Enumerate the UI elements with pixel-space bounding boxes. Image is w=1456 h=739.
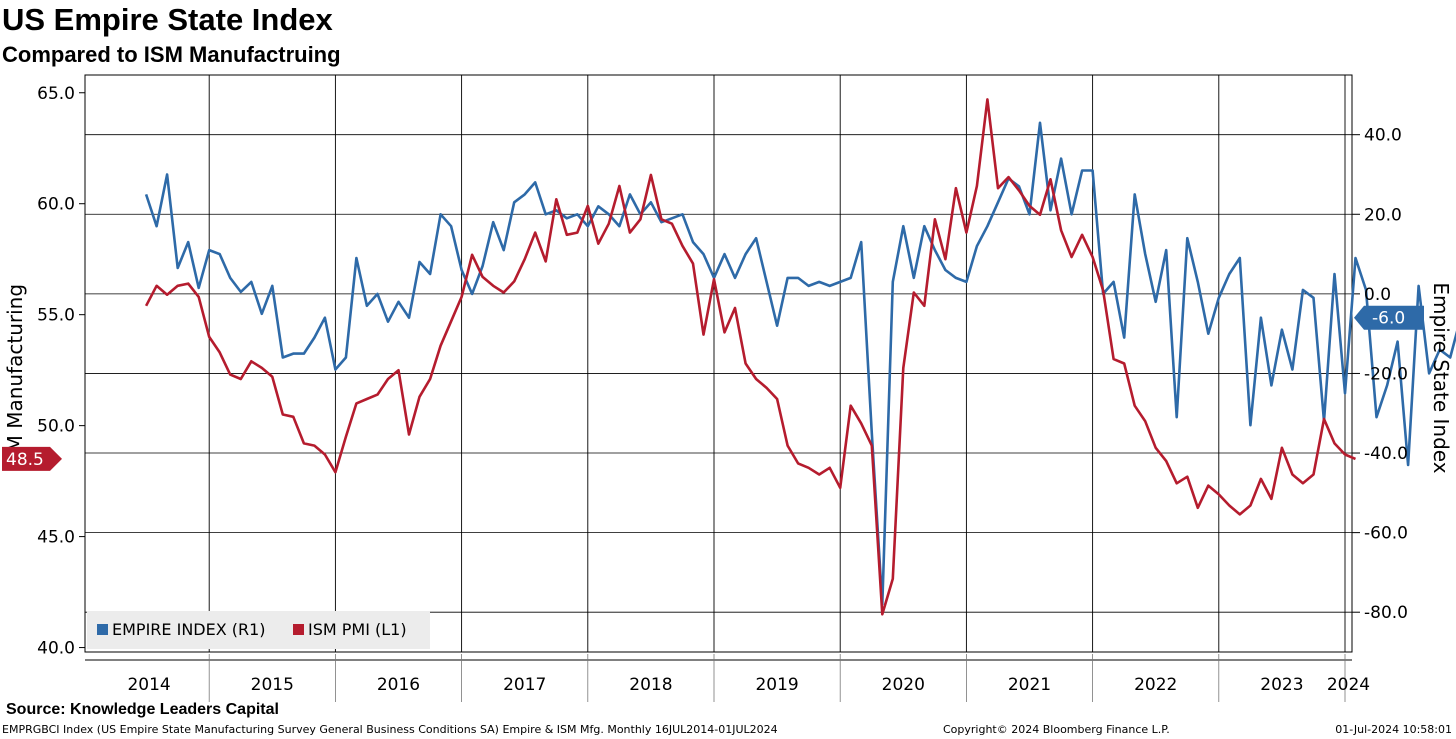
ism-last-value-tag: 48.5 — [2, 446, 62, 471]
legend-swatch-ism — [293, 624, 304, 635]
right-axis-tick-label: -40.0 — [1364, 444, 1408, 464]
right-axis-tick-label: 40.0 — [1364, 126, 1402, 146]
left-axis-tick-label: 60.0 — [37, 195, 75, 215]
x-axis-year-label: 2017 — [503, 675, 546, 695]
x-axis-year-label: 2014 — [127, 675, 170, 695]
legend-box — [87, 611, 430, 649]
chart-subtitle: Compared to ISM Manufactruing — [2, 42, 341, 67]
chart-title: US Empire State Index — [2, 2, 333, 37]
x-axis-year-label: 2021 — [1008, 675, 1051, 695]
timestamp: 01-Jul-2024 10:58:01 — [1335, 723, 1452, 736]
legend-label-empire: EMPIRE INDEX (R1) — [112, 620, 266, 639]
left-axis-tick-label: 45.0 — [37, 528, 75, 548]
ism-last-value: 48.5 — [6, 450, 44, 470]
right-axis-tick-label: 20.0 — [1364, 205, 1402, 225]
left-axis-tick-label: 55.0 — [37, 306, 75, 326]
x-axis-year-label: 2018 — [629, 675, 672, 695]
left-axis-tick-label: 65.0 — [37, 84, 75, 104]
right-axis-tick-label: -20.0 — [1364, 364, 1408, 384]
ism-last-value-badge — [2, 446, 62, 471]
x-axis-year-label: 2015 — [251, 675, 294, 695]
copyright-note: Copyright© 2024 Bloomberg Finance L.P. — [943, 723, 1170, 736]
x-axis-year-label: 2022 — [1134, 675, 1177, 695]
empire-last-value-tag: -6.0 — [1354, 305, 1424, 330]
series-description: EMPRGBCI Index (US Empire State Manufact… — [2, 723, 778, 736]
empire-last-value: -6.0 — [1372, 309, 1405, 329]
left-axis-tick-label: 40.0 — [37, 639, 75, 659]
x-axis-year-label: 2023 — [1260, 675, 1303, 695]
legend-swatch-empire — [97, 624, 108, 635]
plot-frame — [84, 74, 1353, 653]
ism-pmi-line — [144, 98, 1357, 616]
empire-last-value-badge — [1354, 305, 1424, 330]
left-axis-title: ISM Manufacturing — [3, 284, 27, 471]
x-axis-year-label: 2024 — [1327, 675, 1370, 695]
left-axis-tick-label: 50.0 — [37, 417, 75, 437]
right-axis-tick-label: -60.0 — [1364, 524, 1408, 544]
empire-index-line — [144, 121, 1456, 606]
x-axis-year-label: 2016 — [377, 675, 420, 695]
source-note: Source: Knowledge Leaders Capital — [6, 701, 279, 718]
right-axis-title: Empire State Index — [1429, 282, 1453, 473]
x-axis-year-label: 2019 — [755, 675, 798, 695]
x-axis-year-label: 2020 — [882, 675, 925, 695]
right-axis-tick-label: -80.0 — [1364, 603, 1408, 623]
right-axis-tick-label: 0.0 — [1364, 285, 1391, 305]
legend-label-ism: ISM PMI (L1) — [308, 620, 407, 639]
